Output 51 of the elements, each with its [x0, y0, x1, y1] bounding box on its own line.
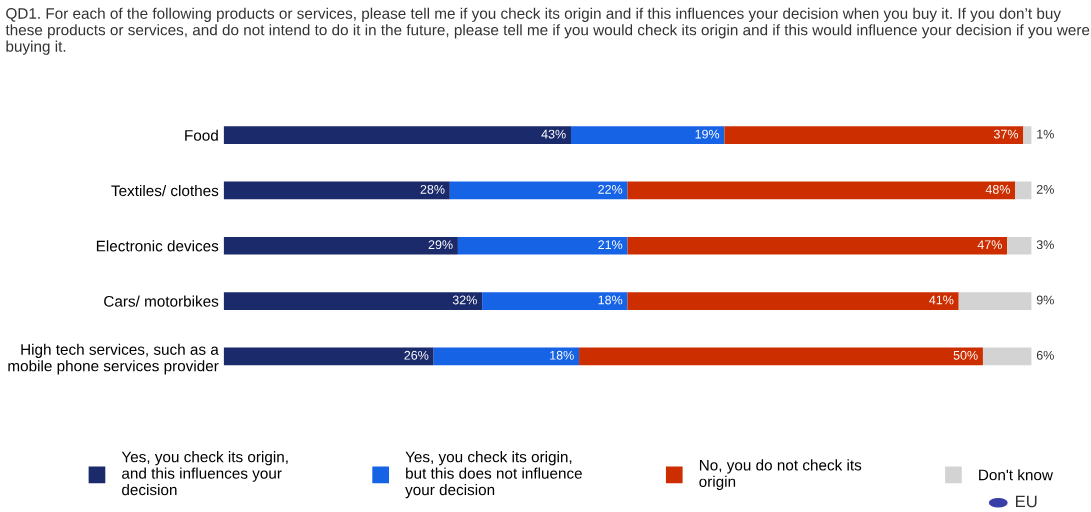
bar: [457, 236, 628, 255]
data-label: 47%: [977, 240, 1002, 250]
data-label: 19%: [695, 129, 720, 139]
data-label: 41%: [929, 295, 954, 305]
bar: [433, 347, 580, 366]
y-tick-label: Textiles/ clothes: [111, 184, 219, 197]
bar: [1023, 126, 1032, 145]
chart-title: QD1. For each of the following products or services, please tell me if you check its origin and if this influences your decision when you buy it. If you don’t buy these products or services, and do not intend to do it in the future, please tell me if you would check its origin and if this would influence your decision if you were buying it.: [5, 7, 1090, 55]
bar: [1007, 236, 1032, 255]
bar: [958, 292, 1032, 310]
bar: [449, 181, 628, 200]
data-label: 21%: [598, 240, 623, 250]
bar: [223, 126, 571, 145]
bar: [482, 292, 628, 310]
legend-label: Yes, you check its origin, but this does not influence your decision: [405, 451, 582, 499]
legend-label: Don't know: [979, 469, 1053, 481]
bar: [724, 126, 1024, 145]
data-label: 29%: [428, 240, 453, 250]
bar: [579, 347, 983, 366]
data-label: 28%: [420, 184, 445, 194]
bar: [223, 347, 434, 366]
data-label: 32%: [452, 295, 477, 305]
bar: [1015, 181, 1032, 200]
legend-label: No, you do not check its origin: [699, 459, 862, 491]
bar: [627, 236, 1008, 255]
data-label: 50%: [953, 350, 978, 360]
bar: [570, 126, 725, 145]
bar: [982, 347, 1032, 366]
legend-label: Yes, you check its origin, and this influences your decision: [121, 451, 288, 496]
data-label: 22%: [598, 184, 623, 194]
data-label: 18%: [598, 295, 623, 305]
y-tick-label: Food: [185, 129, 218, 141]
data-label: 18%: [550, 350, 574, 360]
data-label: 43%: [541, 129, 566, 139]
data-label: 2%: [1036, 184, 1054, 194]
bar: [223, 236, 458, 255]
data-label: 37%: [993, 129, 1019, 139]
bar: [627, 292, 959, 310]
y-tick-label: High tech services, such as a mobile phone services provider: [8, 343, 219, 375]
data-label: 9%: [1036, 295, 1054, 305]
y-tick-label: Electronic devices: [96, 240, 219, 252]
data-label: 3%: [1036, 240, 1054, 250]
y-tick-label: Cars/ motorbikes: [104, 295, 219, 307]
data-label: 1%: [1037, 129, 1054, 139]
text: EU: [1016, 495, 1037, 508]
bar: [627, 181, 1016, 200]
data-label: 48%: [985, 184, 1010, 194]
data-label: 26%: [404, 350, 429, 360]
data-label: 6%: [1036, 350, 1054, 360]
bar: [223, 292, 483, 310]
bar: [223, 181, 450, 200]
